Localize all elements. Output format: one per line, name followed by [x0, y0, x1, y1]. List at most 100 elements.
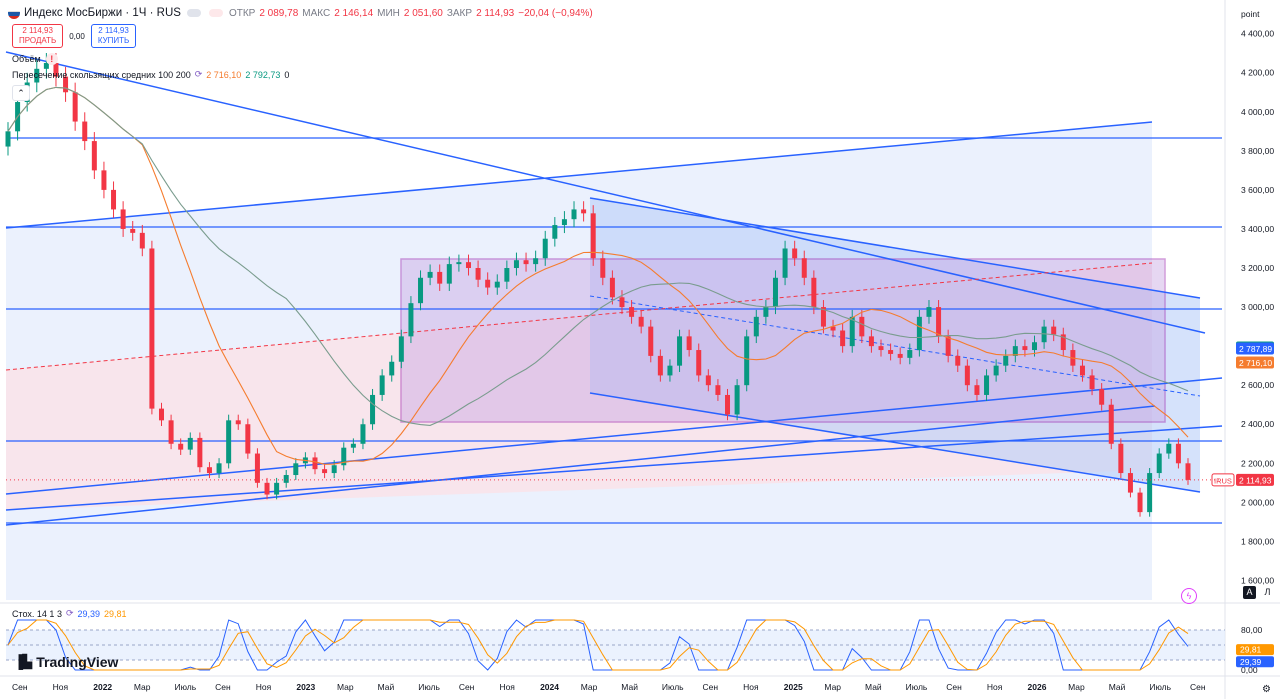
candle-body	[1127, 473, 1133, 493]
warning-icon[interactable]: !	[45, 53, 58, 65]
buy-button[interactable]: 2 114,93 КУПИТЬ	[90, 24, 137, 48]
candle-body	[1051, 326, 1057, 335]
candle-body	[955, 355, 961, 366]
x-tick-label: Мар	[581, 682, 598, 692]
lightning-icon[interactable]: ϟ	[1181, 588, 1197, 604]
x-tick-label: Сен	[946, 682, 962, 692]
x-tick-label: Ноя	[499, 682, 515, 692]
gear-icon[interactable]: ⚙	[1262, 684, 1271, 695]
collapse-legend-button[interactable]: ⌃	[12, 85, 30, 101]
candle-body	[561, 219, 567, 226]
log-scale-button[interactable]: Л	[1264, 587, 1271, 597]
tradingview-logo-icon: ▐▙	[14, 654, 32, 669]
stoch-d-line	[7, 619, 1189, 671]
candle-body	[993, 365, 999, 376]
candle-body	[1137, 492, 1143, 513]
y-tick-label: 3 400,00	[1241, 224, 1274, 234]
candle-body	[43, 62, 49, 69]
candle-body	[1156, 453, 1162, 474]
stoch-indicator[interactable]: Стох. 14 1 3 ⟳ 29,39 29,81	[12, 608, 127, 619]
candle-body	[888, 350, 894, 354]
open-value: 2 089,78	[259, 7, 299, 19]
ma-mid-badge: 2 787,89	[1239, 344, 1272, 354]
symbol-badge: IRUS	[1214, 476, 1232, 485]
candle-body	[897, 353, 903, 358]
candle-body	[158, 408, 164, 421]
candle-body	[840, 330, 846, 347]
sell-button[interactable]: 2 114,93 ПРОДАТЬ	[12, 24, 64, 48]
candle-body	[936, 307, 942, 337]
candle-body	[465, 262, 471, 269]
x-tick-label: Ноя	[987, 682, 1003, 692]
candle-body	[1012, 346, 1018, 356]
candle-body	[945, 336, 951, 356]
x-tick-label: 2022	[93, 682, 112, 692]
candle-body	[581, 209, 587, 214]
range-rectangle	[400, 258, 1166, 423]
x-tick-label: Июль	[906, 682, 928, 692]
trend-line	[5, 121, 1153, 229]
candle-body	[705, 375, 711, 386]
candle-body	[629, 307, 635, 317]
candle-body	[427, 271, 433, 278]
last-price-badge-bg	[1236, 473, 1274, 486]
candle-body	[830, 326, 836, 331]
volume-label: Объём	[12, 54, 41, 64]
candle-body	[331, 465, 337, 474]
candle-body	[5, 131, 11, 147]
candle-body	[120, 209, 126, 229]
russia-flag-icon	[8, 7, 20, 19]
candle-body	[456, 262, 462, 265]
candle-body	[772, 277, 778, 308]
ma-mid-badge-bg	[1236, 342, 1274, 355]
stoch-k-line	[7, 619, 1189, 671]
y-tick-label: 3 800,00	[1241, 146, 1274, 156]
sell-label: ПРОДАТЬ	[19, 36, 57, 45]
candle-body	[101, 170, 107, 190]
stoch-label: Стох. 14 1 3	[12, 608, 62, 619]
candle-body	[916, 316, 922, 351]
candle-body	[744, 336, 750, 386]
candle-body	[801, 258, 807, 278]
candle-body	[418, 277, 424, 304]
tradingview-logo[interactable]: ▐▙ TradingView	[14, 654, 118, 670]
x-tick-label: 2024	[540, 682, 559, 692]
y-tick-label: 3 200,00	[1241, 263, 1274, 273]
auto-scale-button[interactable]: A	[1243, 586, 1256, 599]
compare-icon[interactable]	[208, 9, 223, 17]
candle-body	[657, 355, 663, 376]
candle-body	[984, 375, 990, 395]
x-tick-label: Май	[621, 682, 638, 692]
ma-fast-line	[7, 86, 1189, 465]
stoch-d-badge: 29,81	[1240, 645, 1262, 655]
y-tick-label: 1 600,00	[1241, 575, 1274, 585]
candle-body	[1003, 355, 1009, 366]
candle-body	[552, 225, 558, 239]
y-tick-label: 3 000,00	[1241, 302, 1274, 312]
volume-indicator[interactable]: Объём !	[12, 53, 58, 65]
sell-price: 2 114,93	[22, 26, 53, 35]
candle-body	[513, 260, 519, 269]
spread-value: 0,00	[69, 31, 85, 41]
x-tick-label: Сен	[703, 682, 719, 692]
candle-body	[1041, 326, 1047, 343]
candle-body	[1175, 443, 1181, 464]
candle-body	[600, 258, 606, 278]
x-tick-label: Мар	[337, 682, 354, 692]
candle-body	[274, 482, 280, 495]
candle-body	[446, 264, 452, 284]
candle-body	[226, 420, 232, 464]
candle-body	[34, 68, 40, 83]
candle-body	[1022, 346, 1028, 351]
x-tick-label: 2025	[784, 682, 803, 692]
last-price-badge: 2 114,93	[1239, 475, 1272, 485]
candle-body	[868, 336, 874, 347]
candle-body	[293, 463, 299, 476]
ma-cross-indicator[interactable]: Пересечение скользящих средних 100 200 ⟳…	[12, 69, 289, 80]
symbol-title[interactable]: Индекс МосБиржи · 1Ч · RUS	[24, 7, 181, 19]
x-tick-label: Мар	[1068, 682, 1085, 692]
candle-body	[648, 326, 654, 356]
x-tick-label: Сен	[12, 682, 28, 692]
candle-body	[523, 260, 529, 265]
